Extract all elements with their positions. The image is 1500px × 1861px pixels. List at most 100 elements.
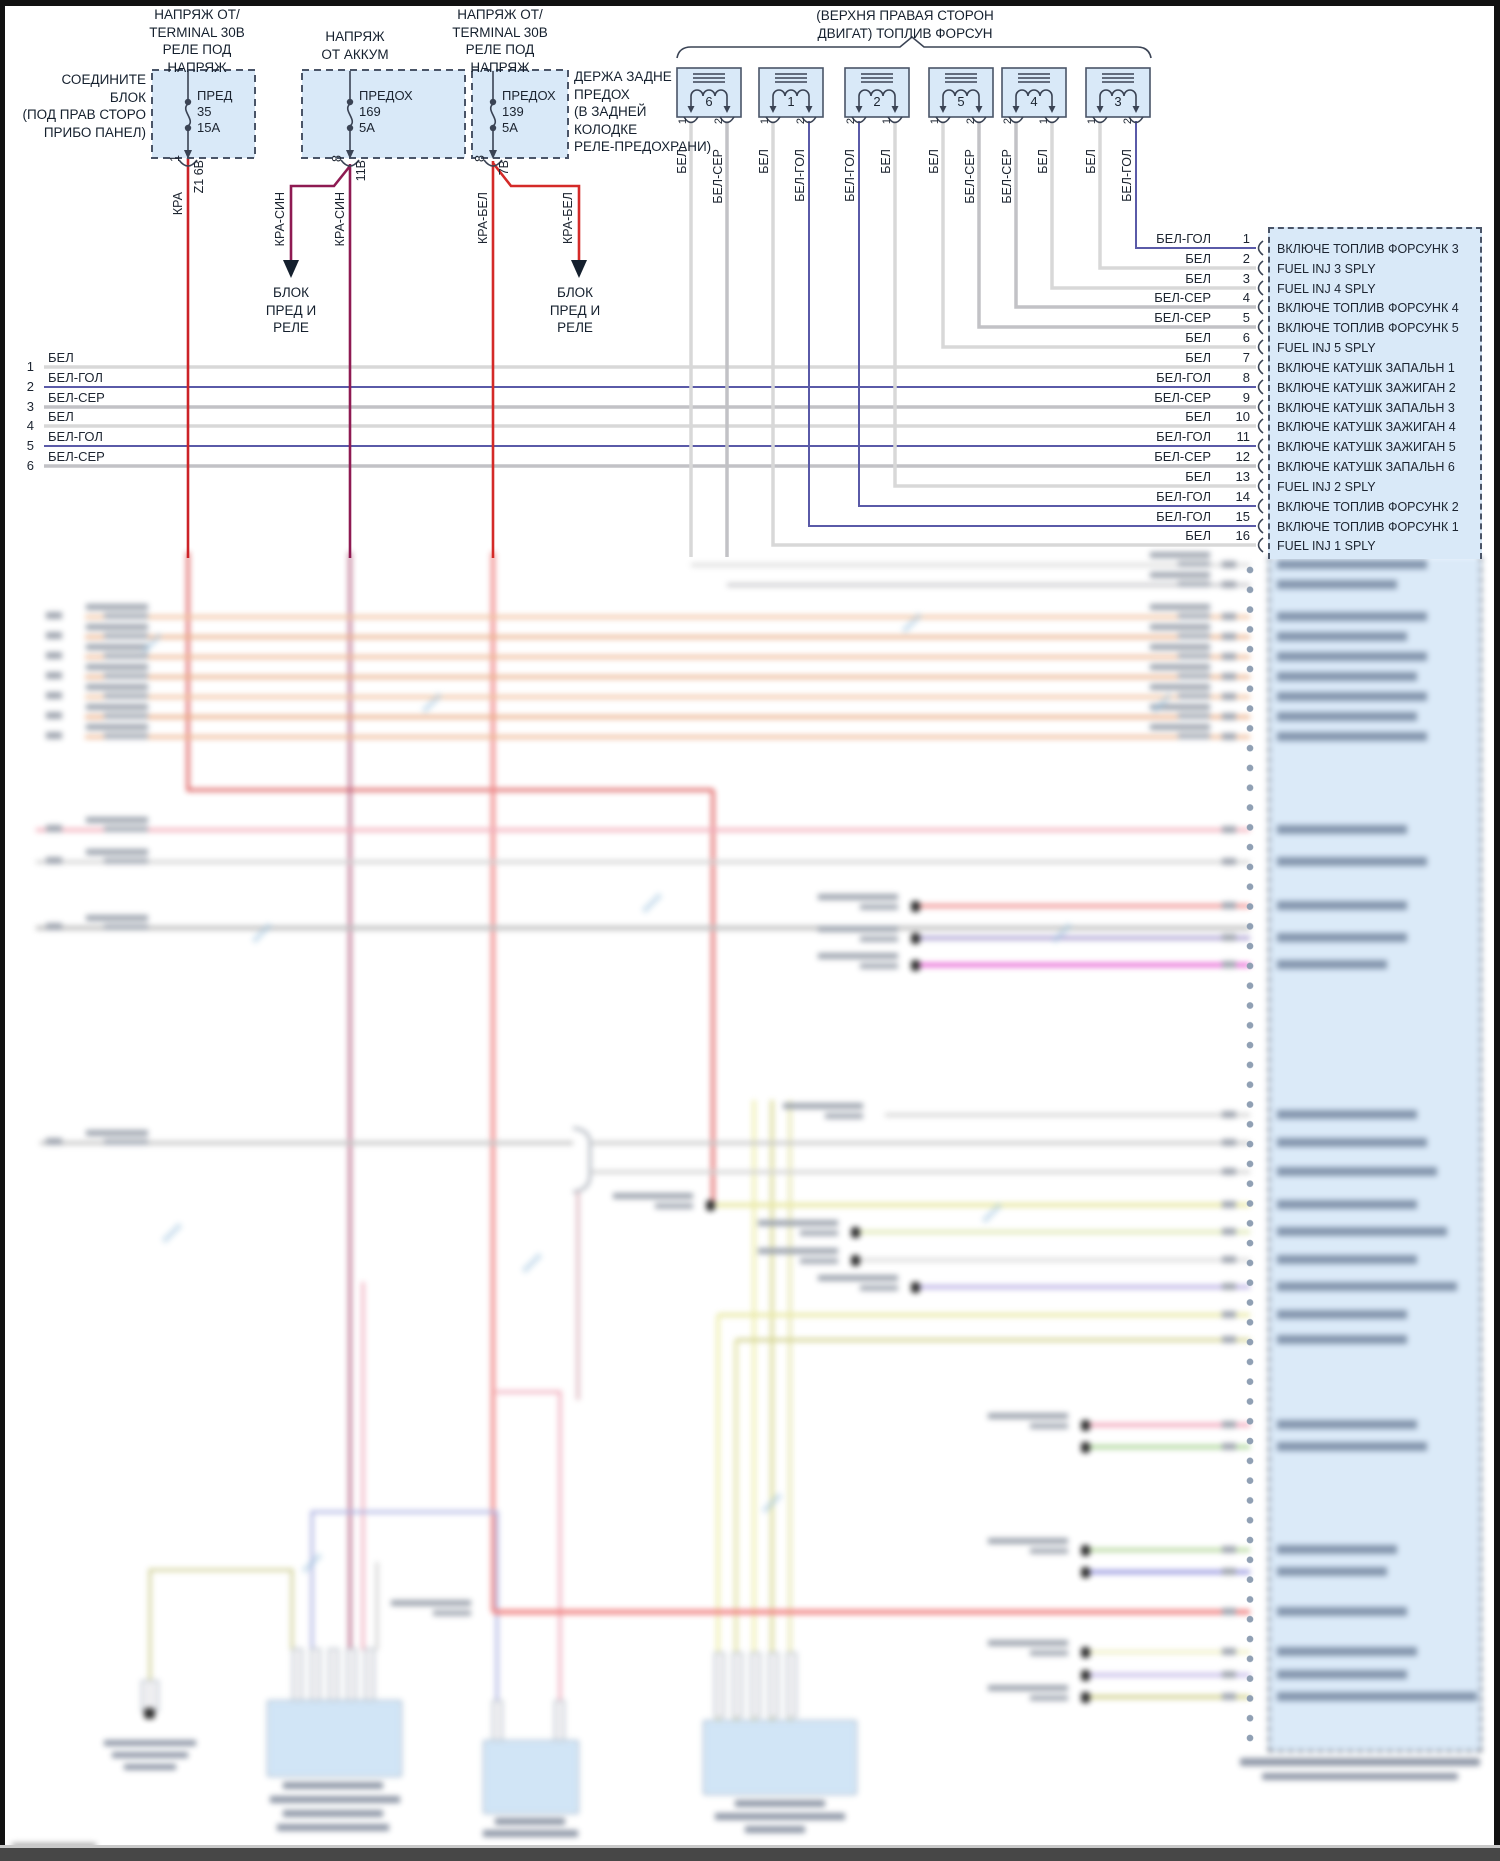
blur-pin-num [1222, 1256, 1236, 1263]
bus-wire-label: БЕЛ [48, 409, 74, 424]
wire-terminal [1081, 1692, 1090, 1703]
blur-pin-num [1222, 1443, 1236, 1450]
blur-function [1277, 632, 1407, 641]
blur-num [46, 732, 62, 739]
page-border-top [0, 0, 1500, 6]
footer-bar [0, 1848, 1500, 1861]
wire-terminal [1081, 1442, 1090, 1453]
ecm-row-pin: 13 [1235, 469, 1250, 484]
blur-label [818, 953, 898, 959]
blur-function [1277, 1310, 1407, 1319]
fuel-pump-module-box [267, 1700, 402, 1777]
blur-label [783, 1103, 863, 1109]
injector-5-wire-left: БЕЛ [927, 149, 941, 174]
injector-1-wire-right: БЕЛ-ГОЛ [793, 149, 807, 202]
blur-function [1277, 1607, 1407, 1616]
blur-label [1150, 604, 1210, 610]
wire-terminal [1081, 1420, 1090, 1431]
wire-terminal [911, 933, 920, 944]
component-stub [714, 1652, 725, 1718]
blur-function [1277, 901, 1407, 910]
blur-label [860, 1285, 898, 1291]
fuse-2-wire: КРА-СИН [333, 192, 347, 247]
blur-label [104, 713, 148, 719]
fuse-3-number: 139 [502, 104, 524, 119]
ecm-row-pin: 10 [1235, 409, 1250, 424]
blur-label [1178, 713, 1210, 719]
injector-5-pin-right: 2 [965, 118, 977, 125]
blur-label [1178, 633, 1210, 639]
blur-pin-num [1222, 1228, 1236, 1235]
blur-num [46, 923, 62, 930]
component-caption [735, 1800, 825, 1807]
blur-function [1277, 560, 1427, 569]
blur-label [1030, 1650, 1068, 1656]
blur-label [86, 915, 148, 921]
injector-1-wire-left: БЕЛ [757, 149, 771, 174]
blur-function [1277, 1282, 1457, 1291]
component-stub [346, 1648, 357, 1702]
blur-label [104, 733, 148, 739]
ecm-row-wire: БЕЛ-ГОЛ [1156, 489, 1211, 504]
ecm-row-pin: 11 [1236, 429, 1251, 444]
blur-function [1277, 1647, 1417, 1656]
ecm-row-pin: 4 [1242, 290, 1250, 305]
blur-function [1277, 1255, 1417, 1264]
ecm-row-function: ВКЛЮЧЕ КАТУШК ЗАПАЛЬН 6 [1277, 460, 1455, 474]
component-caption [283, 1810, 383, 1817]
ecm-row-wire: БЕЛ-ГОЛ [1156, 231, 1211, 246]
blur-pin-num [1222, 673, 1236, 680]
ecm-row-pin: 9 [1242, 390, 1250, 405]
blur-label [86, 1130, 148, 1136]
injector-2-pin-left: 2 [845, 118, 857, 125]
blur-label [1150, 724, 1210, 730]
blur-label [86, 664, 148, 670]
blur-label [104, 826, 148, 832]
injector-2-number: 2 [873, 94, 881, 109]
blur-function [1277, 692, 1427, 701]
ecm-row-function: ВКЛЮЧЕ ТОПЛИВ ФОРСУНК 3 [1277, 242, 1459, 256]
blur-pin-num [1222, 613, 1236, 620]
bus-number: 3 [26, 399, 34, 414]
injector-3-pin-left: 1 [1086, 118, 1098, 125]
blur-label [988, 1413, 1068, 1419]
fuse-2-pin: 8 [330, 155, 344, 162]
blur-label [1178, 653, 1210, 659]
blur-function [1277, 1110, 1417, 1119]
component-stub [768, 1652, 779, 1718]
blur-function [1277, 732, 1427, 741]
ecm-row-function: ВКЛЮЧЕ ТОПЛИВ ФОРСУНК 2 [1277, 500, 1459, 514]
blur-pin-num [1222, 693, 1236, 700]
fuse-2-branch-wire: КРА-СИН [273, 192, 287, 247]
component-caption [270, 1796, 400, 1803]
blur-pin-num [1222, 1311, 1236, 1318]
blur-label [1150, 664, 1210, 670]
ecm-row-function: FUEL INJ 4 SPLY [1277, 282, 1376, 296]
sensor-box [703, 1720, 857, 1795]
blurred-lower-schematic [0, 552, 1500, 1852]
blur-num [46, 1138, 62, 1145]
bus-wire-label: БЕЛ-СЕР [48, 390, 105, 405]
injector-1-number: 1 [787, 94, 795, 109]
component-caption [483, 1830, 578, 1837]
injector-1-pin-left: 1 [759, 118, 771, 125]
blur-pin-num [1222, 561, 1236, 568]
fuse-1-pin: 1 [168, 155, 182, 162]
blur-pin-num [1222, 902, 1236, 909]
blur-num [46, 692, 62, 699]
ecm-row-pin: 2 [1242, 251, 1250, 266]
fuse-2-number: 169 [359, 104, 381, 119]
blur-function [1277, 1200, 1417, 1209]
blur-pin-num [1222, 633, 1236, 640]
blur-function [1277, 1227, 1447, 1236]
blur-label [104, 613, 148, 619]
component-stub [750, 1652, 761, 1718]
blur-label [104, 924, 148, 930]
blur-num [46, 672, 62, 679]
blur-label [1150, 552, 1210, 558]
switch-box [483, 1740, 579, 1814]
blur-function [1277, 960, 1387, 969]
ecm-row-function: ВКЛЮЧЕ КАТУШК ЗАЖИГАН 2 [1277, 381, 1456, 395]
blur-label [86, 724, 148, 730]
ecm-row-wire: БЕЛ [1185, 409, 1211, 424]
